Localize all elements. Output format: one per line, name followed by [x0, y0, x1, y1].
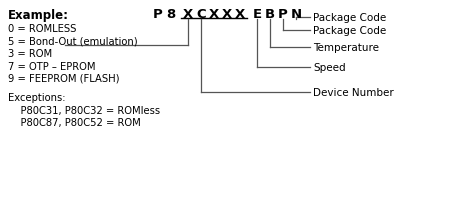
Text: P: P: [278, 8, 288, 21]
Text: Package Code: Package Code: [313, 26, 386, 36]
Text: X: X: [222, 8, 232, 21]
Text: 3 = ROM: 3 = ROM: [8, 49, 52, 59]
Text: 7 = OTP – EPROM: 7 = OTP – EPROM: [8, 61, 95, 71]
Text: Temperature: Temperature: [313, 43, 379, 53]
Text: C: C: [196, 8, 206, 21]
Text: 8: 8: [167, 8, 176, 21]
Text: N: N: [291, 8, 301, 21]
Text: X: X: [235, 8, 245, 21]
Text: P: P: [153, 8, 163, 21]
Text: Speed: Speed: [313, 63, 346, 73]
Text: Device Number: Device Number: [313, 88, 394, 98]
Text: P80C31, P80C32 = ROMless: P80C31, P80C32 = ROMless: [8, 105, 160, 115]
Text: 5 = Bond-Out (emulation): 5 = Bond-Out (emulation): [8, 36, 138, 46]
Text: B: B: [265, 8, 275, 21]
Text: X: X: [209, 8, 219, 21]
Text: P80C87, P80C52 = ROM: P80C87, P80C52 = ROM: [8, 118, 141, 128]
Text: Example:: Example:: [8, 9, 69, 22]
Text: Package Code: Package Code: [313, 13, 386, 23]
Text: E: E: [252, 8, 262, 21]
Text: X: X: [183, 8, 193, 21]
Text: 9 = FEEPROM (FLASH): 9 = FEEPROM (FLASH): [8, 74, 119, 84]
Text: 0 = ROMLESS: 0 = ROMLESS: [8, 24, 76, 34]
Text: Exceptions:: Exceptions:: [8, 93, 66, 103]
